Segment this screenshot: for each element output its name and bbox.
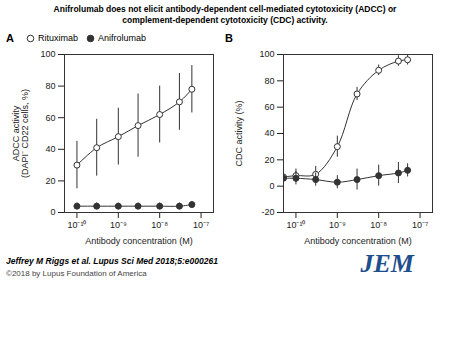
svg-text:20: 20 xyxy=(45,176,55,186)
svg-text:100: 100 xyxy=(40,49,55,59)
svg-text:80: 80 xyxy=(264,76,274,86)
svg-text:CDC activity (%): CDC activity (%) xyxy=(234,100,244,166)
svg-text:10⁻¹⁰: 10⁻¹⁰ xyxy=(67,220,86,230)
svg-text:10⁻⁷: 10⁻⁷ xyxy=(193,220,209,230)
svg-text:ADCC activity(DAPI⁻ CD22 cells: ADCC activity(DAPI⁻ CD22 cells, %) xyxy=(11,89,30,178)
svg-text:10⁻⁷: 10⁻⁷ xyxy=(412,220,428,230)
svg-text:10⁻⁸: 10⁻⁸ xyxy=(151,220,168,230)
svg-text:0: 0 xyxy=(50,207,55,217)
svg-text:10⁻¹⁰: 10⁻¹⁰ xyxy=(286,220,305,230)
svg-text:Antibody concentration (M): Antibody concentration (M) xyxy=(85,236,193,246)
svg-text:100: 100 xyxy=(259,49,274,59)
html-text:Rituximab: Rituximab xyxy=(38,33,78,43)
html-text:Anifrolumab does not elicit an: Anifrolumab does not elicit antibody-dep… xyxy=(53,4,397,14)
html-text:JEM: JEM xyxy=(360,249,414,278)
svg-text:40: 40 xyxy=(45,144,55,154)
svg-text:20: 20 xyxy=(264,155,274,165)
svg-text:Antibody concentration (M): Antibody concentration (M) xyxy=(304,236,412,246)
svg-text:60: 60 xyxy=(264,102,274,112)
svg-text:60: 60 xyxy=(45,113,55,123)
svg-text:0: 0 xyxy=(269,181,274,191)
svg-text:10⁻⁹: 10⁻⁹ xyxy=(329,220,346,230)
svg-text:10⁻⁸: 10⁻⁸ xyxy=(370,220,387,230)
svg-text:40: 40 xyxy=(264,128,274,138)
svg-text:80: 80 xyxy=(45,81,55,91)
svg-text:-20: -20 xyxy=(261,207,274,217)
html-text:Jeffrey M Riggs et al. Lupus S: Jeffrey M Riggs et al. Lupus Sci Med 201… xyxy=(6,256,218,266)
html-text:©2018 by Lupus Foundation of A: ©2018 by Lupus Foundation of America xyxy=(6,269,147,278)
svg-text:10⁻⁹: 10⁻⁹ xyxy=(110,220,127,230)
html-text:A: A xyxy=(6,32,14,44)
html-text:complement-dependent cytotoxic: complement-dependent cytotoxicity (CDC) … xyxy=(122,15,328,25)
html-text:Anifrolumab: Anifrolumab xyxy=(98,33,146,43)
html-text:B: B xyxy=(225,32,233,44)
